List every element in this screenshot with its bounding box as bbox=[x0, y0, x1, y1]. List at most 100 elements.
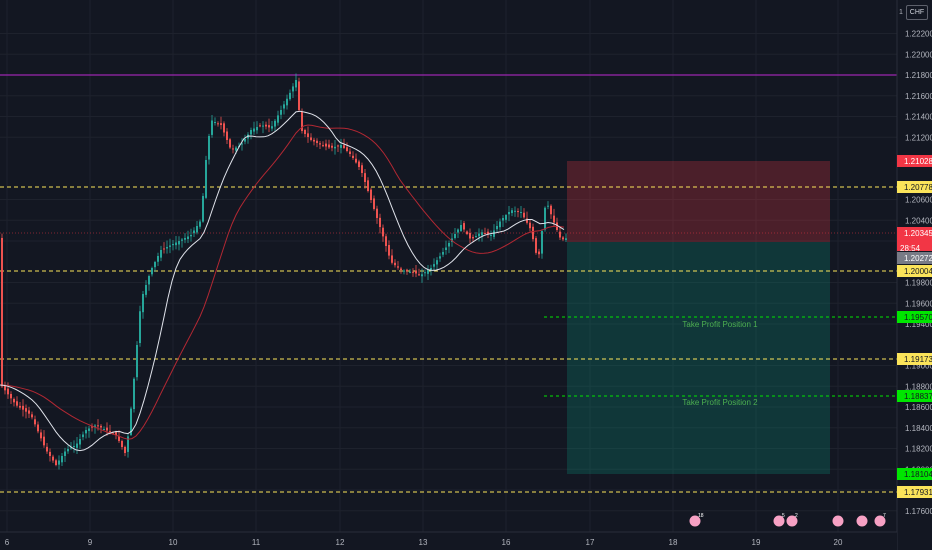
candle-body[interactable] bbox=[232, 148, 234, 150]
candle-body[interactable] bbox=[124, 446, 126, 453]
stop-loss-zone[interactable] bbox=[567, 161, 830, 242]
candle-body[interactable] bbox=[322, 145, 324, 147]
candle-body[interactable] bbox=[142, 294, 144, 313]
candle-body[interactable] bbox=[541, 231, 543, 254]
candle-body[interactable] bbox=[100, 425, 102, 428]
candle-body[interactable] bbox=[199, 221, 201, 227]
candle-body[interactable] bbox=[418, 274, 420, 276]
candle-body[interactable] bbox=[268, 125, 270, 128]
candle-body[interactable] bbox=[523, 212, 525, 218]
candle-body[interactable] bbox=[196, 226, 198, 233]
candle-body[interactable] bbox=[259, 125, 261, 127]
candle-body[interactable] bbox=[97, 425, 99, 427]
candle-body[interactable] bbox=[424, 272, 426, 274]
moving-average-fast[interactable] bbox=[0, 110, 565, 452]
candle-body[interactable] bbox=[448, 243, 450, 247]
candle-body[interactable] bbox=[214, 122, 216, 123]
candle-body[interactable] bbox=[496, 226, 498, 230]
candle-body[interactable] bbox=[463, 223, 465, 230]
candle-body[interactable] bbox=[550, 205, 552, 215]
candle-body[interactable] bbox=[136, 345, 138, 378]
candle-body[interactable] bbox=[355, 158, 357, 163]
candle-body[interactable] bbox=[205, 160, 207, 198]
candle-body[interactable] bbox=[319, 143, 321, 145]
candle-body[interactable] bbox=[157, 256, 159, 262]
economic-event-icon[interactable] bbox=[688, 514, 702, 528]
candle-body[interactable] bbox=[25, 408, 27, 412]
candle-body[interactable] bbox=[367, 180, 369, 191]
candle-body[interactable] bbox=[379, 217, 381, 227]
candle-body[interactable] bbox=[373, 198, 375, 209]
candle-body[interactable] bbox=[502, 218, 504, 221]
economic-event-icon[interactable] bbox=[772, 514, 786, 528]
candle-body[interactable] bbox=[394, 262, 396, 266]
candle-body[interactable] bbox=[235, 147, 237, 151]
candle-body[interactable] bbox=[316, 140, 318, 143]
candle-body[interactable] bbox=[412, 271, 414, 273]
candle-body[interactable] bbox=[565, 238, 567, 240]
candle-body[interactable] bbox=[283, 104, 285, 109]
candle-body[interactable] bbox=[109, 431, 111, 433]
candle-body[interactable] bbox=[16, 401, 18, 406]
candle-body[interactable] bbox=[40, 432, 42, 439]
economic-event-icon[interactable] bbox=[785, 514, 799, 528]
candle-body[interactable] bbox=[532, 226, 534, 240]
candle-body[interactable] bbox=[490, 235, 492, 236]
candle-body[interactable] bbox=[343, 145, 345, 148]
candle-body[interactable] bbox=[400, 268, 402, 270]
candle-body[interactable] bbox=[475, 236, 477, 237]
candle-body[interactable] bbox=[397, 266, 399, 268]
candle-body[interactable] bbox=[499, 221, 501, 228]
candle-body[interactable] bbox=[265, 124, 267, 127]
candle-body[interactable] bbox=[43, 436, 45, 446]
economic-event-icon[interactable] bbox=[855, 514, 869, 528]
candle-body[interactable] bbox=[91, 426, 93, 428]
candle-body[interactable] bbox=[403, 270, 405, 272]
candle-body[interactable] bbox=[82, 434, 84, 438]
candle-body[interactable] bbox=[304, 129, 306, 134]
candle-body[interactable] bbox=[37, 424, 39, 432]
candle-body[interactable] bbox=[64, 451, 66, 456]
candle-body[interactable] bbox=[346, 147, 348, 151]
candle-body[interactable] bbox=[331, 145, 333, 148]
candle-body[interactable] bbox=[175, 242, 177, 246]
candle-body[interactable] bbox=[187, 236, 189, 240]
candle-body[interactable] bbox=[364, 173, 366, 182]
candle-body[interactable] bbox=[562, 237, 564, 240]
candle-body[interactable] bbox=[559, 231, 561, 238]
candle-body[interactable] bbox=[13, 398, 15, 403]
candle-body[interactable] bbox=[361, 165, 363, 173]
candle-body[interactable] bbox=[244, 139, 246, 142]
candle-body[interactable] bbox=[127, 436, 129, 452]
candle-body[interactable] bbox=[454, 234, 456, 239]
candle-body[interactable] bbox=[535, 238, 537, 253]
candle-body[interactable] bbox=[58, 460, 60, 465]
candle-body[interactable] bbox=[460, 225, 462, 231]
candle-body[interactable] bbox=[1, 237, 3, 387]
candle-body[interactable] bbox=[223, 123, 225, 133]
economic-event-icon[interactable] bbox=[831, 514, 845, 528]
candle-body[interactable] bbox=[106, 427, 108, 431]
candle-body[interactable] bbox=[337, 145, 339, 147]
candle-body[interactable] bbox=[73, 446, 75, 447]
candle-body[interactable] bbox=[10, 393, 12, 399]
candle-body[interactable] bbox=[160, 250, 162, 258]
candle-body[interactable] bbox=[352, 155, 354, 158]
candle-body[interactable] bbox=[121, 440, 123, 447]
candle-body[interactable] bbox=[484, 232, 486, 234]
candle-body[interactable] bbox=[529, 222, 531, 229]
candle-body[interactable] bbox=[229, 139, 231, 148]
candle-body[interactable] bbox=[406, 269, 408, 272]
candle-body[interactable] bbox=[55, 460, 57, 465]
candle-body[interactable] bbox=[328, 144, 330, 148]
candle-body[interactable] bbox=[271, 126, 273, 129]
candle-body[interactable] bbox=[34, 419, 36, 425]
candle-body[interactable] bbox=[466, 231, 468, 234]
candle-body[interactable] bbox=[115, 431, 117, 435]
candle-body[interactable] bbox=[370, 189, 372, 200]
candle-body[interactable] bbox=[358, 161, 360, 167]
candle-body[interactable] bbox=[469, 232, 471, 239]
candle-body[interactable] bbox=[250, 130, 252, 135]
candle-body[interactable] bbox=[193, 230, 195, 234]
candle-body[interactable] bbox=[277, 115, 279, 123]
